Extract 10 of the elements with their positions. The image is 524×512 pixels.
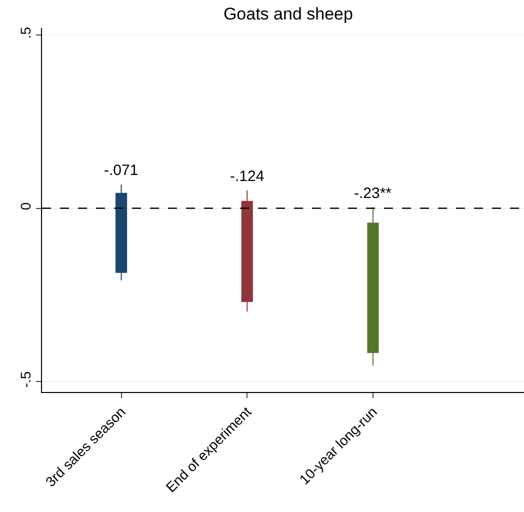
candlestick	[116, 184, 128, 281]
y-tick-label: -.5	[17, 371, 34, 388]
candlestick	[241, 190, 253, 312]
annotation: -.124	[230, 168, 264, 185]
y-tick-label: 0	[17, 202, 34, 210]
annotation: -.071	[104, 162, 138, 179]
annotation: -.23**	[354, 185, 392, 202]
y-tick-label: .5	[17, 26, 34, 39]
chart-title: Goats and sheep	[223, 4, 353, 24]
candlestick	[367, 206, 379, 366]
